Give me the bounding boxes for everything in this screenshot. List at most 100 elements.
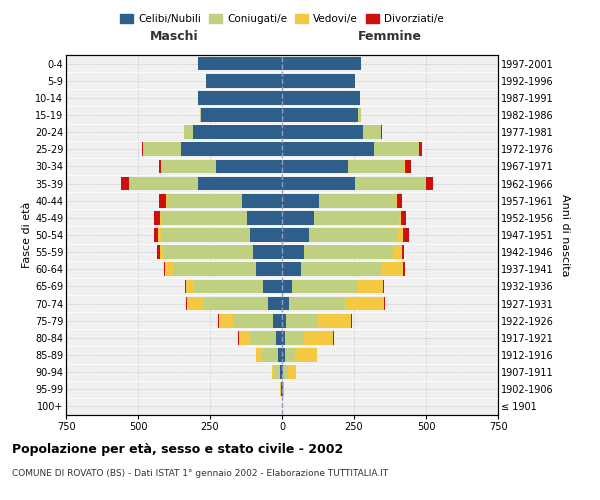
Bar (173, 262, 256, 276)
Bar (199, 56, 282, 70)
Bar (161, 228, 250, 242)
Bar (262, 348, 278, 362)
Bar (288, 366, 296, 379)
Bar (166, 194, 167, 207)
Bar (292, 280, 357, 293)
Bar (250, 331, 276, 344)
Bar (256, 348, 262, 362)
Bar (278, 348, 282, 362)
Bar (358, 108, 361, 122)
Bar (253, 246, 282, 259)
Bar (157, 246, 160, 259)
Bar (158, 228, 161, 242)
Bar (405, 160, 411, 173)
Bar (247, 211, 282, 224)
Bar (282, 348, 285, 362)
Bar (282, 126, 362, 139)
Bar (384, 296, 385, 310)
Bar (285, 348, 295, 362)
Bar (362, 126, 382, 139)
Bar (202, 108, 282, 122)
Bar (280, 366, 282, 379)
Bar (374, 142, 419, 156)
Bar (282, 246, 304, 259)
Bar (187, 296, 204, 310)
Bar (199, 91, 282, 104)
Bar (185, 280, 194, 293)
Bar (286, 331, 304, 344)
Bar (398, 211, 401, 224)
Bar (426, 176, 433, 190)
Bar (355, 176, 426, 190)
Bar (304, 246, 393, 259)
Bar (282, 280, 292, 293)
Bar (164, 262, 166, 276)
Bar (142, 142, 143, 156)
Bar (397, 194, 401, 207)
Bar (130, 176, 199, 190)
Bar (184, 126, 193, 139)
Bar (194, 280, 263, 293)
Bar (268, 296, 282, 310)
Text: COMUNE DI ROVATO (BS) - Dati ISTAT 1° gennaio 2002 - Elaborazione TUTTITALIA.IT: COMUNE DI ROVATO (BS) - Dati ISTAT 1° ge… (12, 469, 388, 478)
Bar (403, 228, 409, 242)
Bar (286, 314, 318, 328)
Bar (310, 228, 397, 242)
Bar (401, 211, 406, 224)
Bar (314, 211, 398, 224)
Bar (256, 262, 282, 276)
Bar (357, 280, 383, 293)
Bar (274, 314, 282, 328)
Bar (304, 331, 333, 344)
Bar (403, 262, 405, 276)
Bar (161, 211, 247, 224)
Bar (160, 211, 161, 224)
Bar (282, 74, 355, 88)
Bar (419, 142, 422, 156)
Bar (396, 194, 397, 207)
Bar (282, 56, 361, 70)
Bar (160, 246, 164, 259)
Bar (282, 314, 286, 328)
Bar (282, 108, 358, 122)
Bar (154, 211, 160, 224)
Bar (282, 382, 283, 396)
Text: Femmine: Femmine (358, 30, 422, 43)
Bar (193, 126, 282, 139)
Bar (282, 91, 360, 104)
Text: Maschi: Maschi (149, 30, 199, 43)
Bar (159, 160, 161, 173)
Bar (301, 262, 382, 276)
Bar (282, 262, 301, 276)
Bar (242, 194, 282, 207)
Bar (276, 331, 282, 344)
Bar (282, 142, 374, 156)
Bar (272, 366, 274, 379)
Bar (216, 160, 282, 173)
Bar (295, 348, 317, 362)
Bar (181, 142, 282, 156)
Bar (218, 314, 233, 328)
Bar (144, 142, 181, 156)
Bar (206, 74, 282, 88)
Bar (282, 296, 289, 310)
Bar (239, 331, 250, 344)
Bar (393, 246, 401, 259)
Bar (274, 366, 280, 379)
Bar (282, 331, 286, 344)
Bar (282, 176, 355, 190)
Bar (159, 194, 166, 207)
Bar (282, 194, 319, 207)
Y-axis label: Fasce di età: Fasce di età (22, 202, 32, 268)
Bar (401, 246, 404, 259)
Bar (250, 228, 282, 242)
Bar (346, 296, 384, 310)
Legend: Celibi/Nubili, Coniugati/e, Vedovi/e, Divorziati/e: Celibi/Nubili, Coniugati/e, Vedovi/e, Di… (116, 10, 448, 29)
Text: Popolazione per età, sesso e stato civile - 2002: Popolazione per età, sesso e stato civil… (12, 442, 343, 456)
Bar (283, 382, 284, 396)
Bar (348, 160, 404, 173)
Bar (199, 176, 282, 190)
Bar (166, 262, 173, 276)
Bar (282, 160, 348, 173)
Bar (154, 228, 158, 242)
